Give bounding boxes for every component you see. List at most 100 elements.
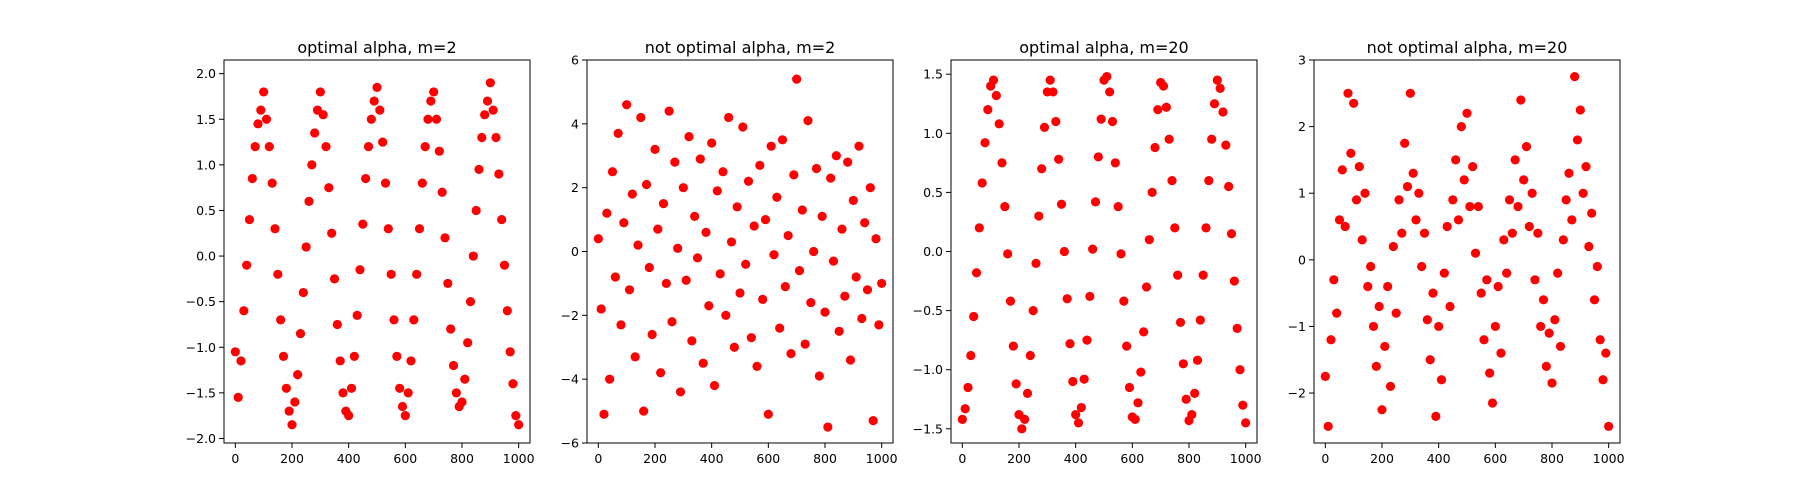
scatter-point <box>290 397 300 407</box>
subplot-title: optimal alpha, m=20 <box>1019 38 1188 57</box>
scatter-point <box>1025 350 1035 361</box>
scatter-point <box>862 285 873 295</box>
scatter-point <box>293 370 303 380</box>
scatter-point <box>298 287 308 298</box>
scatter-point <box>738 122 748 132</box>
scatter-point <box>653 224 663 234</box>
scatter-point <box>468 251 478 261</box>
scatter-point <box>1570 72 1580 82</box>
scatter-point <box>701 227 711 237</box>
scatter-point <box>295 328 306 339</box>
y-tick-label: −1.0 <box>186 340 216 355</box>
y-tick-label: 1.0 <box>923 126 943 141</box>
scatter-point <box>332 319 342 330</box>
y-tick-label: −1 <box>1288 319 1306 334</box>
scatter-point <box>471 205 481 216</box>
scatter-series <box>593 74 887 432</box>
scatter-point <box>315 87 325 97</box>
scatter-point <box>698 358 708 368</box>
y-tick-label: 2 <box>571 180 579 195</box>
scatter-point <box>1530 275 1540 285</box>
plot-frame <box>223 59 531 444</box>
scatter-point <box>644 262 654 273</box>
scatter-point <box>1405 88 1415 98</box>
scatter-point <box>412 269 422 279</box>
scatter-point <box>1388 241 1398 252</box>
scatter-point <box>463 338 473 348</box>
scatter-point <box>1130 414 1140 424</box>
scatter-point <box>1383 281 1393 292</box>
y-tick-label: 1.5 <box>923 67 943 82</box>
x-tick-label: 1000 <box>1593 451 1625 466</box>
scatter-point <box>843 157 853 167</box>
scatter-point <box>355 265 365 275</box>
scatter-point <box>276 315 286 325</box>
scatter-point <box>1005 296 1016 306</box>
scatter-point <box>857 313 867 324</box>
y-tick-label: 0.0 <box>923 244 943 259</box>
y-tick-label: 3 <box>1298 53 1306 68</box>
scatter-point <box>994 119 1004 129</box>
scatter-point <box>1507 228 1517 238</box>
scatter-point <box>1062 294 1072 304</box>
scatter-point <box>1119 296 1129 306</box>
scatter-point <box>718 167 728 177</box>
scatter-point <box>1453 215 1464 225</box>
scatter-point <box>840 291 850 301</box>
scatter-point <box>828 256 839 266</box>
scatter-point <box>1096 114 1106 124</box>
scatter-point <box>1201 223 1211 233</box>
scatter-point <box>624 285 635 295</box>
scatter-point <box>423 114 433 124</box>
scatter-point <box>1037 164 1047 174</box>
x-tick-label: 600 <box>1483 451 1507 466</box>
scatter-point <box>389 315 399 325</box>
scatter-point <box>957 414 967 424</box>
scatter-point <box>1448 195 1458 205</box>
scatter-point <box>1394 195 1404 205</box>
scatter-point <box>1595 335 1605 345</box>
scatter-point <box>760 214 771 225</box>
scatter-point <box>321 142 331 152</box>
scatter-point <box>1431 411 1441 421</box>
scatter-point <box>307 160 317 170</box>
scatter-point <box>1459 175 1469 185</box>
scatter-point <box>1332 308 1342 318</box>
scatter-point <box>324 183 334 193</box>
scatter-point <box>826 173 836 183</box>
scatter-point <box>1082 335 1092 345</box>
scatter-point <box>814 371 824 381</box>
scatter-point <box>494 169 504 179</box>
scatter-point <box>868 416 878 426</box>
scatter-point <box>834 326 844 336</box>
scatter-point <box>1215 83 1225 93</box>
scatter-point <box>1553 268 1563 278</box>
scatter-point <box>963 382 973 393</box>
scatter-point <box>1022 388 1033 398</box>
scatter-point <box>420 142 430 152</box>
scatter-point <box>457 397 467 407</box>
x-tick-label: 400 <box>1064 451 1088 466</box>
scatter-point <box>599 409 609 419</box>
scatter-point <box>1207 134 1217 144</box>
y-tick-label: 4 <box>571 116 579 131</box>
scatter-point <box>239 306 249 316</box>
scatter-point <box>1558 235 1568 245</box>
x-tick-label: 800 <box>1540 451 1564 466</box>
scatter-point <box>1153 105 1163 115</box>
scatter-point <box>636 112 646 123</box>
scatter-point <box>1527 188 1537 198</box>
scatter-point <box>327 228 337 238</box>
scatter-point <box>792 74 802 84</box>
scatter-point <box>1354 161 1364 172</box>
y-tick-label: 0 <box>571 244 579 259</box>
x-tick-label: 600 <box>1120 451 1144 466</box>
scatter-point <box>769 250 779 260</box>
scatter-point <box>721 310 731 320</box>
scatter-point <box>752 361 762 371</box>
scatter-point <box>874 320 884 330</box>
scatter-point <box>1513 201 1523 212</box>
x-tick-label: 0 <box>594 451 602 466</box>
scatter-point <box>346 383 357 393</box>
scatter-point <box>1102 71 1112 82</box>
